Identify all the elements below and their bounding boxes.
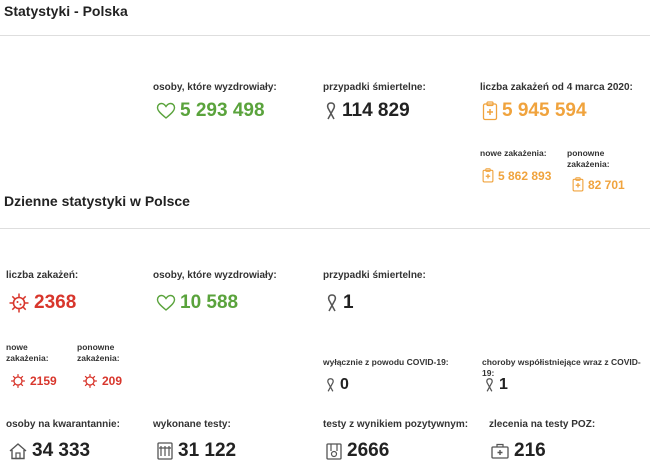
page-title: Statystyki - Polska xyxy=(4,3,128,19)
daily-reinfections-value: 209 xyxy=(82,373,122,389)
daily-recovered-value: 10 588 xyxy=(156,292,238,314)
daily-new-cases-value: 2159 xyxy=(10,373,57,389)
daily-positive-tests-value: 2666 xyxy=(325,440,389,462)
daily-poz-orders-label: zlecenia na testy POZ: xyxy=(489,419,596,430)
ribbon-icon xyxy=(484,377,495,393)
daily-recovered-label: osoby, które wyzdrowiały: xyxy=(153,270,277,281)
summary-deaths-label: przypadki śmiertelne: xyxy=(323,82,426,93)
heart-icon xyxy=(156,294,176,312)
virus-icon xyxy=(82,373,98,389)
ribbon-icon xyxy=(324,101,338,121)
daily-quarantine-value: 34 333 xyxy=(8,440,90,462)
daily-covid-only-value: 0 xyxy=(325,376,349,394)
daily-tests-label: wykonane testy: xyxy=(153,419,231,430)
daily-deaths-value: 1 xyxy=(325,292,354,314)
summary-recovered-value: 5 293 498 xyxy=(156,100,265,122)
divider-top xyxy=(0,35,650,36)
clinic-icon xyxy=(490,442,510,460)
daily-reinfections-label: ponowne zakażenia: xyxy=(77,342,120,363)
daily-comorbid-label: choroby współistniejące wraz z COVID-19: xyxy=(482,357,641,378)
daily-poz-orders-value: 216 xyxy=(490,440,546,462)
heart-icon xyxy=(156,102,176,120)
daily-deaths-label: przypadki śmiertelne: xyxy=(323,270,426,281)
test-tubes-icon xyxy=(156,441,174,461)
summary-reinfections-value: 82 701 xyxy=(572,177,625,192)
clipboard-cross-icon xyxy=(482,168,494,183)
summary-cases-label: liczba zakażeń od 4 marca 2020: xyxy=(480,82,633,93)
ribbon-icon xyxy=(325,377,336,393)
clipboard-cross-icon xyxy=(482,101,498,121)
daily-covid-only-label: wyłącznie z powodu COVID-19: xyxy=(323,357,449,367)
summary-reinfections-label: ponowne zakażenia: xyxy=(567,148,610,169)
virus-icon xyxy=(8,292,30,314)
daily-new-cases-label: nowe zakażenia: xyxy=(6,342,49,363)
house-icon xyxy=(8,442,28,460)
daily-section-title: Dzienne statystyki w Polsce xyxy=(4,193,190,209)
summary-recovered-label: osoby, które wyzdrowiały: xyxy=(153,82,277,93)
virus-icon xyxy=(10,373,26,389)
daily-comorbid-value: 1 xyxy=(484,376,508,394)
daily-cases-label: liczba zakażeń: xyxy=(6,270,79,281)
daily-quarantine-label: osoby na kwarantannie: xyxy=(6,419,120,430)
ribbon-icon xyxy=(325,293,339,313)
daily-cases-value: 2368 xyxy=(8,292,76,314)
summary-new-cases-label: nowe zakażenia: xyxy=(480,148,547,158)
daily-tests-value: 31 122 xyxy=(156,440,236,462)
summary-deaths-value: 114 829 xyxy=(324,100,410,122)
lab-icon xyxy=(325,441,343,461)
divider-daily xyxy=(0,228,650,229)
summary-new-cases-value: 5 862 893 xyxy=(482,168,551,183)
daily-positive-tests-label: testy z wynikiem pozytywnym: xyxy=(323,419,469,430)
clipboard-cross-icon xyxy=(572,177,584,192)
summary-cases-value: 5 945 594 xyxy=(482,100,587,122)
